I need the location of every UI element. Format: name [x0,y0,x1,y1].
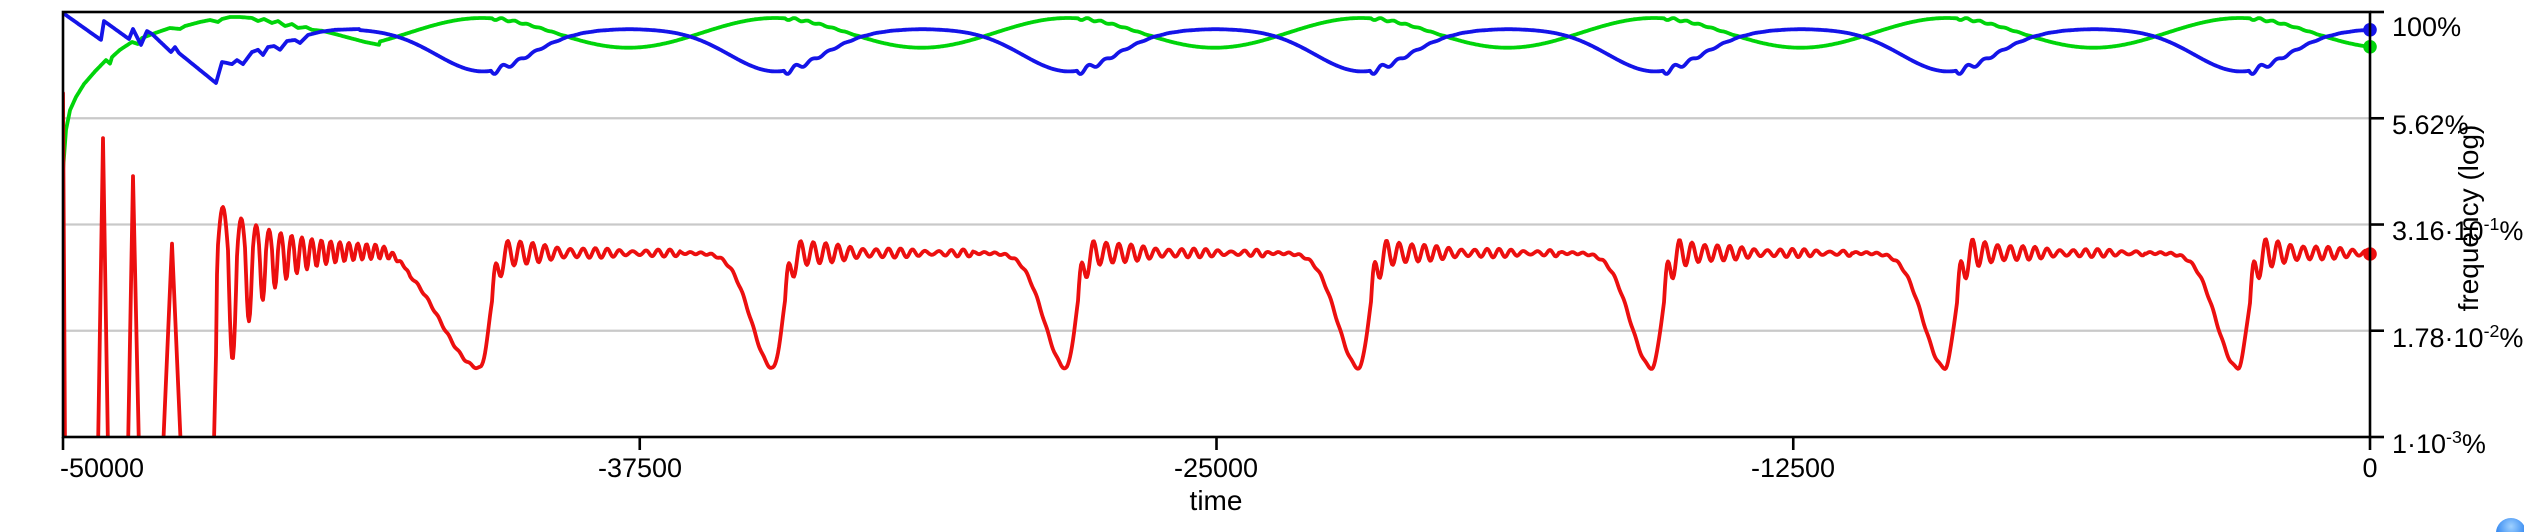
y-tick-label: 100% [2392,12,2462,42]
x-tick-label: 0 [2362,453,2378,483]
series-green-line [63,15,2370,172]
gridlines [63,117,2370,332]
x-tick-label: -37500 [597,453,683,483]
series-red-line [63,91,2370,438]
axis-ticks [61,10,2384,450]
y-tick-label: 1.78·10-2% [2392,321,2524,353]
y-axis-title: frequency (log) [2453,124,2484,312]
y-tick-label: 5.62% [2392,110,2469,140]
x-tick-label: -50000 [60,453,145,483]
y-tick-label: 3.16·10-1% [2392,214,2524,246]
series-blue-line [63,11,2370,85]
x-tick-label: -25000 [1173,453,1259,483]
floating-action-button[interactable] [2496,518,2524,532]
y-tick-label: 1·10-3% [2392,427,2486,459]
x-tick-label: -12500 [1750,453,1836,483]
x-axis-title: time [1189,485,1243,516]
